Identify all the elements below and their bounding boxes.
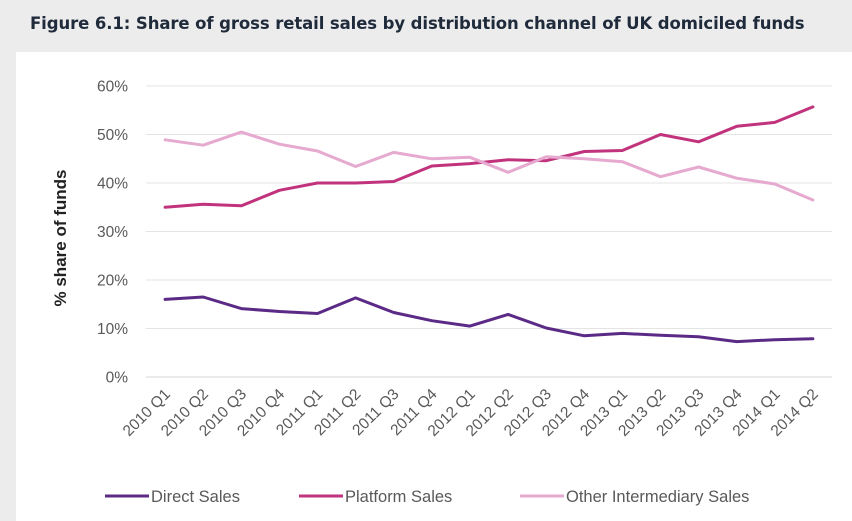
- series-line-direct-sales: [163, 295, 815, 344]
- chart-title: Figure 6.1: Share of gross retail sales …: [30, 14, 805, 33]
- y-tick-label: 0%: [106, 370, 129, 387]
- legend-label: Platform Sales: [345, 488, 452, 506]
- y-tick-label: 30%: [97, 224, 128, 241]
- y-tick-label: 40%: [97, 176, 128, 193]
- legend-label: Direct Sales: [151, 488, 240, 506]
- legend-label: Other Intermediary Sales: [566, 488, 749, 506]
- y-tick-label: 20%: [97, 273, 128, 290]
- y-tick-label: 50%: [97, 127, 128, 144]
- series-line-other-intermediary-sales: [163, 130, 815, 202]
- series-line-platform-sales: [163, 105, 815, 209]
- y-tick-label: 60%: [97, 79, 128, 96]
- y-tick-label: 10%: [97, 321, 128, 338]
- y-axis-label: % share of funds: [51, 170, 70, 307]
- chart-panel: [16, 52, 852, 521]
